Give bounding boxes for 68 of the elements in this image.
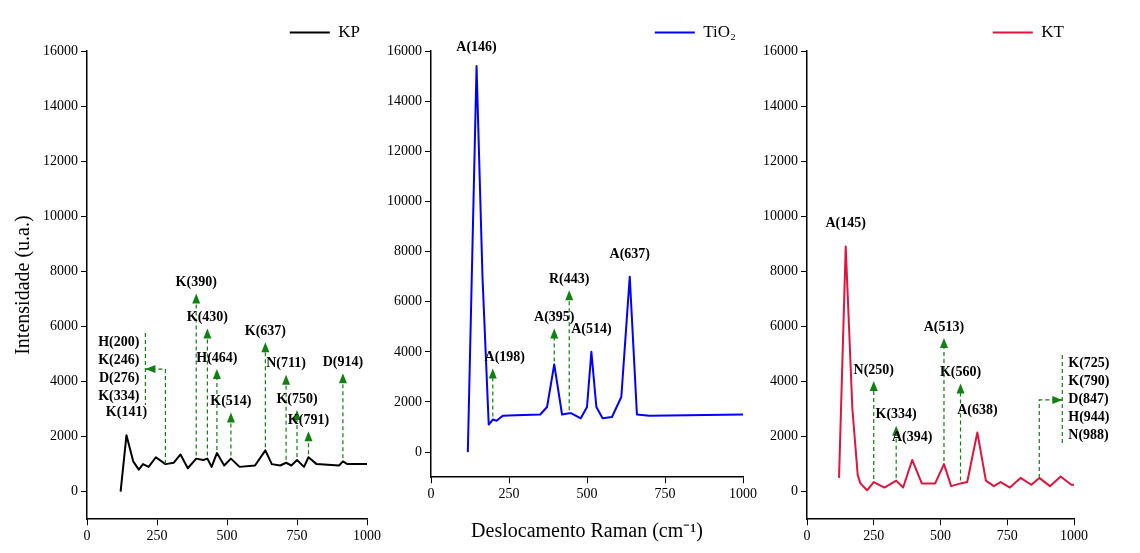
x-tick-label: 750: [654, 486, 676, 502]
x-tick-label: 1000: [1060, 528, 1088, 544]
annotation: A(637): [609, 246, 651, 263]
y-tick-label: 12000: [43, 152, 78, 168]
annotation: A(638): [957, 402, 998, 419]
y-tick-label: 8000: [50, 263, 78, 278]
y-tick-label: 10000: [387, 193, 422, 209]
x-tick-label: 500: [216, 528, 238, 544]
x-axis-title: Deslocamento Raman (cm⁻¹): [471, 519, 703, 543]
x-tick-label: 1000: [353, 528, 381, 544]
x-tick-label: 500: [930, 528, 951, 544]
x-tick-label: 0: [427, 486, 435, 502]
annotation: K(430): [186, 309, 229, 326]
x-tick-label: 500: [576, 486, 598, 502]
annotation: D(914): [322, 353, 364, 370]
y-tick-label: 14000: [43, 97, 78, 113]
x-tick-label: 750: [996, 528, 1018, 544]
annotation: K(141): [105, 403, 148, 420]
annotation: K(791): [287, 411, 330, 428]
annotation: K(725) K(790) D(847) H(944) N(988): [1068, 355, 1110, 444]
y-tick-label: 4000: [770, 373, 798, 389]
x-tick-label: 250: [146, 528, 168, 544]
legend-label: KP: [338, 21, 360, 41]
y-tick-label: 4000: [394, 343, 422, 359]
y-tick-label: 14000: [763, 97, 798, 113]
annotation: K(390): [175, 274, 218, 291]
annotation: K(334): [875, 406, 918, 423]
annotation: A(394): [891, 428, 933, 445]
y-tick-label: 12000: [763, 152, 798, 168]
y-tick-label: 6000: [770, 318, 798, 334]
x-tick-label: 250: [498, 486, 520, 502]
annotation: A(145): [825, 215, 867, 232]
y-tick-label: 14000: [387, 92, 422, 108]
annotation: A(513): [923, 318, 965, 335]
annotation: K(514): [210, 393, 252, 410]
annotation: K(560): [939, 364, 982, 381]
y-tick-label: 2000: [770, 428, 798, 444]
annotation: N(711): [266, 355, 307, 372]
y-tick-label: 8000: [770, 263, 798, 278]
y-tick-label: 12000: [387, 142, 422, 158]
annotation: A(146): [456, 38, 498, 55]
y-tick-label: 0: [415, 443, 422, 459]
y-tick-label: 6000: [394, 293, 422, 309]
x-tick-label: 0: [83, 528, 91, 544]
y-axis-title: Intensidade (u.a.): [11, 215, 35, 355]
legend-label: TiO₂: [703, 21, 737, 41]
x-tick-label: 1000: [729, 486, 757, 502]
legend-label: KT: [1041, 21, 1065, 41]
y-tick-label: 6000: [50, 318, 78, 334]
y-tick-label: 16000: [387, 42, 422, 58]
y-tick-label: 2000: [50, 428, 78, 444]
x-tick-label: 250: [863, 528, 885, 544]
y-tick-label: 16000: [43, 42, 78, 58]
y-tick-label: 8000: [394, 243, 422, 259]
y-tick-label: 10000: [43, 207, 78, 223]
y-tick-label: 16000: [763, 42, 798, 58]
annotation: H(200) K(246) D(276) K(334): [98, 333, 140, 404]
annotation: R(443): [549, 270, 590, 287]
annotation: A(395): [534, 308, 575, 325]
annotation: N(250): [853, 361, 895, 378]
y-tick-label: 4000: [50, 373, 78, 389]
x-tick-label: 0: [803, 528, 811, 544]
annotation: K(637): [244, 322, 287, 339]
annotation: H(464): [196, 349, 238, 366]
y-tick-label: 10000: [763, 207, 798, 223]
x-tick-label: 750: [286, 528, 308, 544]
annotation: K(750): [276, 390, 318, 407]
y-tick-label: 2000: [394, 393, 422, 409]
